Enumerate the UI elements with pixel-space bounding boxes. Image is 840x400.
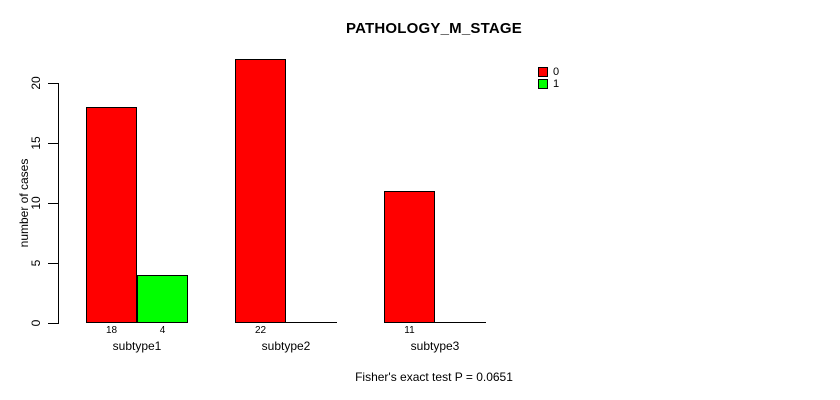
bar-count-label: 11 bbox=[404, 325, 415, 336]
bar-subtype2-series0 bbox=[235, 59, 286, 323]
bar-subtype3-series0 bbox=[384, 191, 435, 323]
y-tick bbox=[48, 83, 58, 84]
y-tick-label: 5 bbox=[29, 259, 43, 267]
y-tick-label: 0 bbox=[29, 319, 43, 327]
legend-label: 1 bbox=[553, 78, 560, 90]
y-tick-label: 10 bbox=[29, 196, 43, 210]
y-tick bbox=[48, 143, 58, 144]
x-category-label: subtype2 bbox=[261, 339, 311, 353]
bar-subtype3-series1-zero bbox=[435, 322, 486, 323]
annotation-fisher-test: Fisher's exact test P = 0.0651 bbox=[355, 370, 513, 384]
chart-title: PATHOLOGY_M_STAGE bbox=[346, 20, 522, 37]
y-tick-label: 20 bbox=[29, 76, 43, 90]
bar-count-label: 18 bbox=[105, 325, 118, 336]
legend-row: 1 bbox=[538, 78, 559, 90]
bar-subtype1-series0 bbox=[86, 107, 137, 323]
y-axis-line bbox=[58, 83, 59, 324]
y-tick-label: 15 bbox=[29, 136, 43, 150]
bar-subtype2-series1-zero bbox=[286, 322, 337, 323]
legend-row: 0 bbox=[538, 66, 559, 78]
legend-label: 0 bbox=[553, 66, 560, 78]
bar-count-label: 4 bbox=[159, 325, 166, 336]
legend-swatch-icon bbox=[538, 67, 548, 77]
legend-swatch-icon bbox=[538, 79, 548, 89]
bar-subtype1-series1 bbox=[137, 275, 188, 323]
x-category-label: subtype3 bbox=[410, 339, 460, 353]
y-tick bbox=[48, 203, 58, 204]
y-tick bbox=[48, 263, 58, 264]
x-category-label: subtype1 bbox=[112, 339, 162, 353]
bar-count-label: 22 bbox=[254, 325, 267, 336]
y-tick bbox=[48, 323, 58, 324]
